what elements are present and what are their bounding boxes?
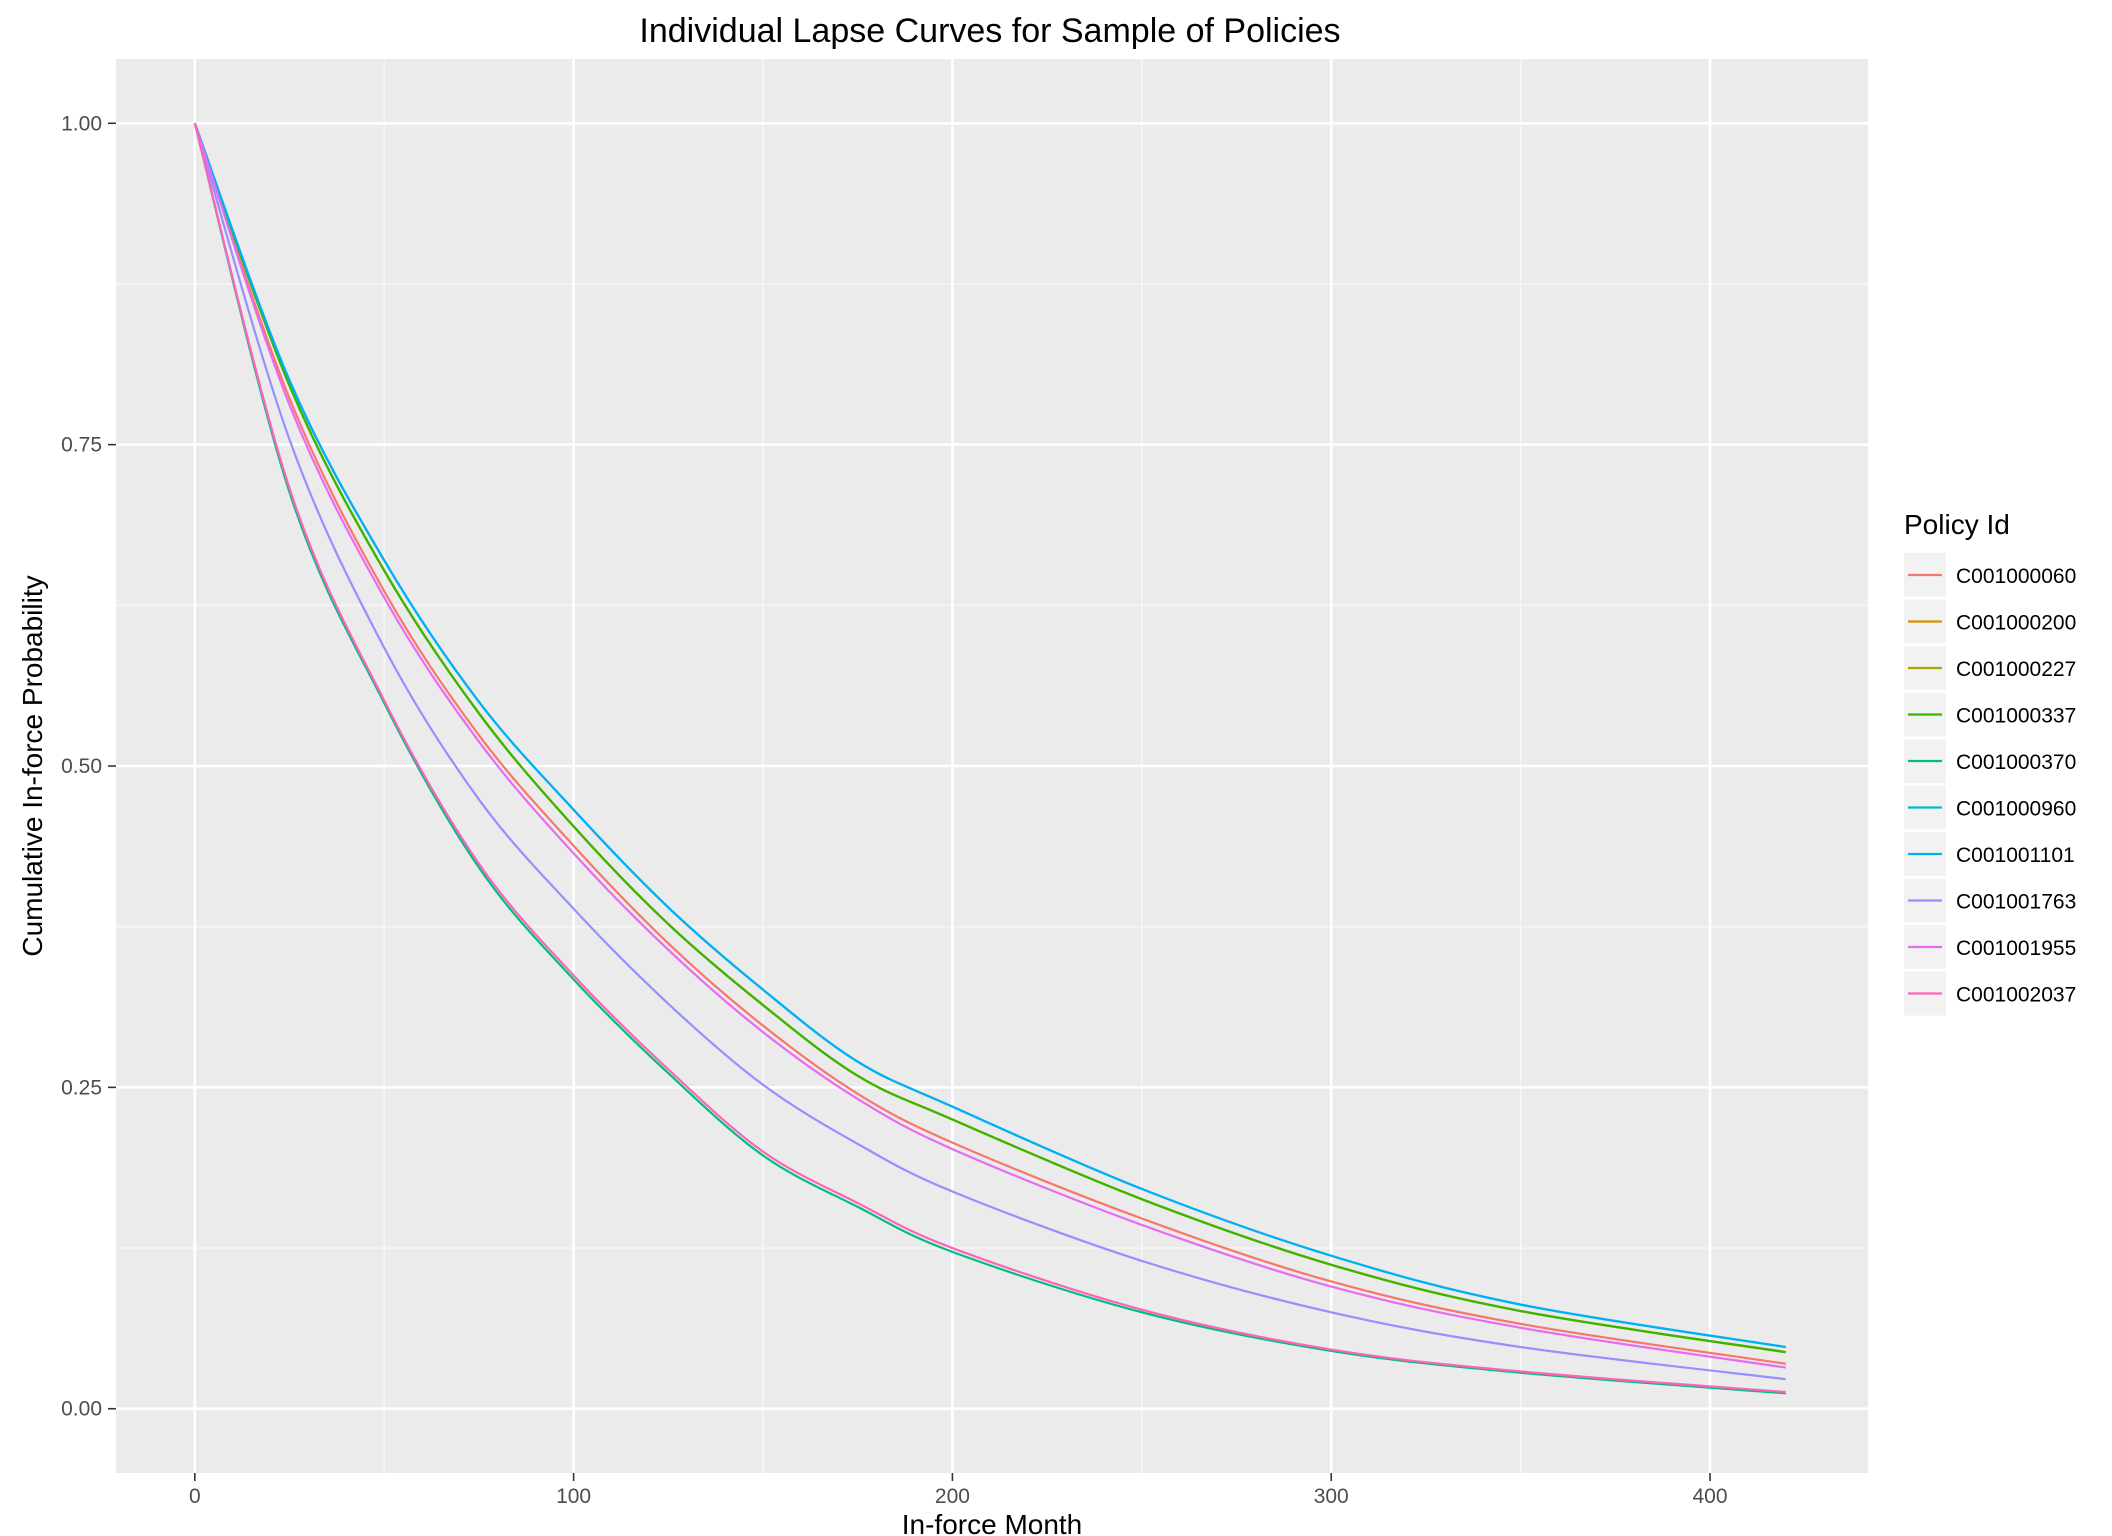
series-line-C001000337: [193, 122, 1786, 1354]
y-tick-label: 0.50: [61, 755, 102, 778]
legend-label: C001000200: [1956, 612, 2076, 635]
y-tick-label: 0.00: [61, 1398, 102, 1421]
y-tick-label: 0.25: [61, 1076, 102, 1099]
y-axis: 0.00 0.25 0.50 0.75 1.00: [61, 112, 116, 1421]
series-line-C001002037: [193, 122, 1786, 1394]
x-axis: 0 100 200 300 400: [189, 1473, 1728, 1508]
series-line-C001000060: [193, 122, 1786, 1365]
series-lines: [193, 122, 1786, 1395]
x-axis-label: In-force Month: [902, 1509, 1083, 1536]
series-line-C001000370: [193, 122, 1786, 1395]
x-tick-label: 400: [1693, 1485, 1728, 1508]
legend-title: Policy Id: [1904, 509, 2010, 540]
x-tick-label: 200: [935, 1485, 970, 1508]
y-tick-label: 0.75: [61, 434, 102, 457]
legend-label: C001001955: [1956, 937, 2076, 960]
series-line-C001001763: [193, 122, 1786, 1381]
legend-label: C001000060: [1956, 565, 2076, 588]
y-tick-label: 1.00: [61, 112, 102, 135]
legend-label: C001000337: [1956, 705, 2076, 728]
legend-label: C001000370: [1956, 751, 2076, 774]
legend-label: C001000960: [1956, 798, 2076, 821]
x-tick-label: 300: [1314, 1485, 1349, 1508]
legend-label: C001002037: [1956, 984, 2076, 1007]
series-line-C001001101: [193, 122, 1786, 1349]
x-tick-label: 100: [556, 1485, 591, 1508]
chart-title: Individual Lapse Curves for Sample of Po…: [639, 12, 1340, 50]
legend-label: C001001763: [1956, 891, 2076, 914]
y-axis-label: Cumulative In-force Probability: [17, 575, 48, 956]
x-tick-label: 0: [189, 1485, 201, 1508]
series-line-C001001955: [193, 122, 1786, 1369]
legend-label: C001001101: [1956, 844, 2075, 867]
major-gridlines: [116, 59, 1868, 1473]
legend-items: C001000060 C001000200 C001000227 C001000337…: [1904, 553, 2076, 1016]
legend-label: C001000227: [1956, 658, 2076, 681]
legend: Policy Id C001000060 C001000200 C001000227…: [1904, 509, 2076, 1016]
